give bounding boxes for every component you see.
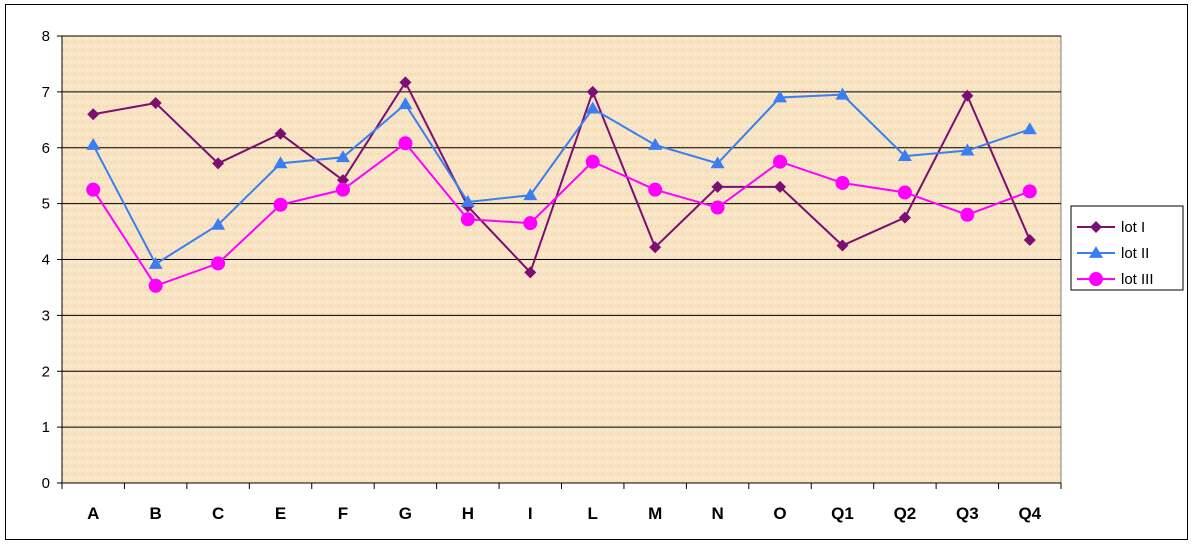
x-category-label: Q2 bbox=[894, 504, 917, 523]
data-point bbox=[773, 90, 788, 103]
y-tick-label: 5 bbox=[42, 196, 50, 213]
legend-label: lot III bbox=[1121, 271, 1154, 288]
data-point bbox=[585, 154, 600, 169]
x-category-label: F bbox=[338, 504, 348, 523]
data-point bbox=[898, 211, 911, 224]
data-point bbox=[586, 85, 599, 98]
y-tick-label: 2 bbox=[42, 363, 50, 380]
axes bbox=[57, 35, 1062, 489]
data-point bbox=[1022, 122, 1037, 135]
data-point bbox=[398, 136, 413, 151]
data-point bbox=[960, 207, 975, 222]
series-line-2 bbox=[92, 93, 1031, 266]
data-point bbox=[86, 182, 101, 197]
data-point bbox=[212, 157, 225, 170]
legend-marker bbox=[1089, 246, 1103, 258]
data-point bbox=[648, 182, 663, 197]
x-category-label: G bbox=[399, 504, 412, 523]
data-point bbox=[86, 137, 101, 150]
x-category-label: H bbox=[462, 504, 474, 523]
data-point bbox=[711, 180, 724, 193]
x-category-label: Q3 bbox=[956, 504, 979, 523]
y-axis-tick-labels: 0 1 2 3 4 5 6 7 8 bbox=[42, 28, 50, 492]
data-point bbox=[336, 174, 349, 187]
data-point bbox=[897, 149, 912, 162]
data-point bbox=[398, 97, 413, 110]
data-point bbox=[148, 256, 163, 269]
data-point bbox=[211, 217, 226, 230]
data-point bbox=[211, 256, 226, 271]
data-point bbox=[1022, 184, 1037, 199]
x-category-label: C bbox=[212, 504, 224, 523]
x-category-label: N bbox=[711, 504, 723, 523]
data-point bbox=[961, 89, 974, 102]
data-point bbox=[648, 137, 663, 150]
data-point bbox=[273, 156, 288, 169]
data-point bbox=[710, 200, 725, 215]
y-tick-label: 0 bbox=[42, 475, 50, 492]
x-category-label: A bbox=[87, 504, 99, 523]
x-category-label: I bbox=[528, 504, 533, 523]
data-point bbox=[335, 182, 350, 197]
data-point bbox=[835, 175, 850, 190]
legend-marker bbox=[1090, 221, 1102, 233]
x-category-label: O bbox=[773, 504, 786, 523]
series-lines bbox=[86, 76, 1037, 293]
legend-marker bbox=[1089, 272, 1103, 286]
data-point bbox=[836, 239, 849, 252]
data-point bbox=[149, 97, 162, 110]
data-point bbox=[523, 216, 538, 231]
data-point bbox=[585, 101, 600, 114]
data-point bbox=[773, 154, 788, 169]
legend-box bbox=[1070, 205, 1184, 291]
y-tick-label: 4 bbox=[42, 252, 50, 269]
data-point bbox=[710, 156, 725, 169]
x-category-label: E bbox=[275, 504, 286, 523]
y-tick-label: 8 bbox=[42, 28, 50, 45]
x-category-label: M bbox=[648, 504, 662, 523]
data-point bbox=[524, 266, 537, 279]
series-line-3 bbox=[92, 141, 1031, 287]
data-point bbox=[460, 194, 475, 207]
legend-label: lot II bbox=[1121, 245, 1149, 262]
x-category-label: Q4 bbox=[1018, 504, 1041, 523]
data-point bbox=[649, 241, 662, 254]
data-point bbox=[897, 185, 912, 200]
data-point bbox=[148, 278, 163, 293]
gridlines bbox=[62, 35, 1061, 428]
data-point bbox=[460, 212, 475, 227]
data-point bbox=[273, 197, 288, 212]
legend-label: lot I bbox=[1121, 219, 1145, 236]
x-category-label: Q1 bbox=[831, 504, 854, 523]
data-point bbox=[87, 108, 100, 121]
data-point bbox=[523, 188, 538, 201]
y-tick-label: 6 bbox=[42, 140, 50, 157]
data-point bbox=[960, 143, 975, 156]
data-point bbox=[274, 127, 287, 140]
y-tick-label: 3 bbox=[42, 307, 50, 324]
x-axis-category-labels: A B C E F G H I L M N O Q1 Q2 Q3 Q4 bbox=[87, 504, 1042, 523]
data-point bbox=[399, 76, 412, 89]
x-category-label: L bbox=[588, 504, 598, 523]
data-point bbox=[1023, 233, 1036, 246]
legend: lot I lot II lot III bbox=[1070, 205, 1184, 291]
y-tick-label: 1 bbox=[42, 419, 50, 436]
data-point bbox=[335, 150, 350, 163]
series-line-1 bbox=[93, 80, 1031, 275]
x-category-label: B bbox=[150, 504, 162, 523]
y-tick-label: 7 bbox=[42, 84, 50, 101]
data-point bbox=[835, 87, 850, 100]
data-point bbox=[774, 180, 787, 193]
